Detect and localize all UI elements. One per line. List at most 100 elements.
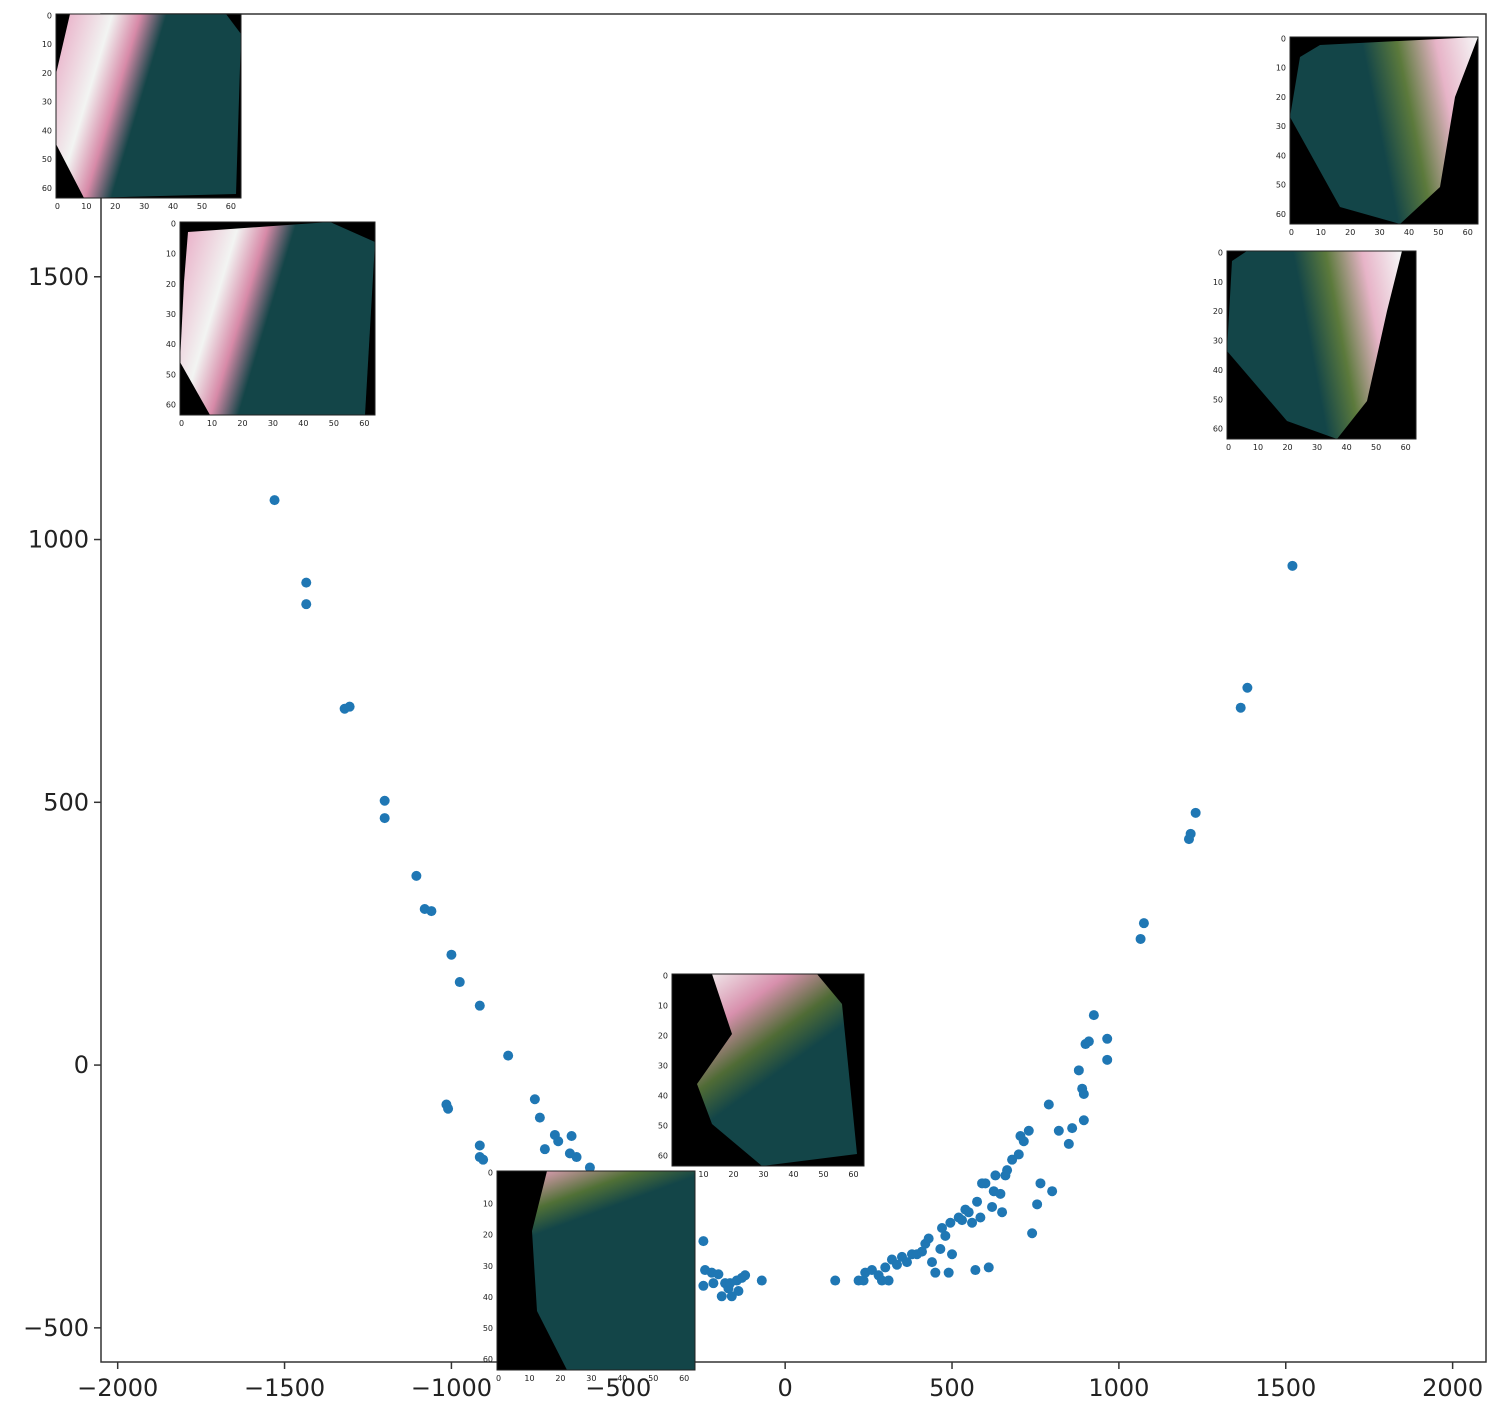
data-point (935, 1244, 946, 1255)
x-tick-label: 2000 (1422, 1374, 1483, 1402)
thumbnail-y-tick: 40 (1213, 366, 1223, 375)
data-point (883, 1275, 894, 1286)
data-point (344, 701, 355, 712)
data-point (901, 1257, 912, 1268)
thumbnail-y-tick: 10 (483, 1200, 493, 1209)
data-point (987, 1201, 998, 1212)
x-axis-ticks: −2000 −1500 −1000 −500 0 500 1000 1500 2000 (77, 1362, 1483, 1402)
data-point (1067, 1123, 1078, 1134)
thumbnail-y-tick: 40 (658, 1092, 668, 1101)
data-point (379, 813, 390, 824)
thumbnail-x-tick: 40 (168, 202, 178, 211)
thumbnail-x-tick: 0 (179, 419, 184, 428)
data-point (474, 1140, 485, 1151)
thumbnail-y-tick: 50 (166, 370, 176, 379)
thumbnail-y-tick: 60 (1276, 210, 1286, 219)
thumbnail-x-tick: 30 (758, 1170, 768, 1179)
thumbnail-x-tick: 10 (698, 1170, 708, 1179)
data-point (997, 1207, 1008, 1218)
x-tick-label: −1500 (244, 1374, 325, 1402)
data-point (1102, 1054, 1113, 1065)
data-point (1190, 807, 1201, 818)
thumbnail-x-tick: 60 (359, 419, 369, 428)
face-thumbnail-3: 0 0 10 10 20 20 30 30 40 40 50 50 60 60 (1276, 34, 1479, 237)
thumbnail-x-tick: 20 (555, 1374, 565, 1383)
data-point (698, 1280, 709, 1291)
data-point (708, 1278, 719, 1289)
thumbnail-y-tick: 20 (1276, 93, 1286, 102)
thumbnail-y-tick: 60 (658, 1152, 668, 1161)
data-point (454, 977, 465, 988)
face-image (1290, 37, 1478, 224)
thumbnail-x-tick: 50 (1371, 443, 1381, 452)
thumbnail-y-tick: 0 (663, 972, 668, 981)
data-point (916, 1246, 927, 1257)
thumbnail-y-tick: 30 (1213, 337, 1223, 346)
thumbnail-x-tick: 40 (298, 419, 308, 428)
y-tick-label: 500 (43, 788, 89, 816)
data-point (1043, 1099, 1054, 1110)
data-point (983, 1262, 994, 1273)
thumbnail-x-tick: 0 (496, 1374, 501, 1383)
data-point (923, 1233, 934, 1244)
face-image (697, 974, 857, 1166)
thumbnail-x-tick: 40 (617, 1374, 627, 1383)
data-point (733, 1286, 744, 1297)
data-point (1088, 1010, 1099, 1021)
data-point (1035, 1178, 1046, 1189)
face-image (532, 1171, 695, 1370)
thumbnail-x-tick: 30 (1375, 228, 1385, 237)
face-thumbnail-1: 0 0 10 10 20 20 30 30 40 40 50 50 60 60 (42, 11, 242, 211)
thumbnail-x-tick: 50 (1433, 228, 1443, 237)
data-point (553, 1136, 564, 1147)
data-point (539, 1144, 550, 1155)
thumbnail-x-tick: 0 (55, 202, 60, 211)
data-point (713, 1269, 724, 1280)
thumbnail-frame (671, 973, 865, 1167)
thumbnail-y-tick: 50 (1213, 395, 1223, 404)
data-point (866, 1265, 877, 1276)
data-point (1242, 682, 1253, 693)
thumbnail-y-tick: 40 (166, 340, 176, 349)
thumbnail-y-tick: 20 (483, 1231, 493, 1240)
data-point (446, 949, 457, 960)
thumbnail-y-tick: 20 (658, 1032, 668, 1041)
thumbnail-x-tick: 60 (848, 1170, 858, 1179)
data-point (1083, 1036, 1094, 1047)
face-image (56, 14, 241, 198)
thumbnail-frame (1226, 250, 1417, 440)
data-point (1138, 918, 1149, 929)
data-point (529, 1094, 540, 1105)
x-tick-label: 500 (929, 1374, 975, 1402)
data-point (1027, 1228, 1038, 1239)
data-point (756, 1275, 767, 1286)
thumbnail-y-tick: 60 (42, 184, 52, 193)
data-point (1013, 1149, 1024, 1160)
data-point (830, 1275, 841, 1286)
data-point (957, 1215, 968, 1226)
data-point (1007, 1154, 1018, 1165)
face-thumbnails: 0010102020303040405050606000101020203030… (42, 11, 1479, 1383)
thumbnail-y-tick: 0 (488, 1169, 493, 1178)
data-point (1235, 702, 1246, 713)
data-point (426, 906, 437, 917)
data-point (967, 1217, 978, 1228)
data-point (1135, 933, 1146, 944)
thumbnail-y-tick: 0 (1218, 248, 1223, 257)
data-point (937, 1222, 948, 1233)
x-tick-label: −500 (585, 1374, 651, 1402)
thumbnail-y-tick: 20 (1213, 307, 1223, 316)
thumbnail-y-tick: 10 (658, 1002, 668, 1011)
thumbnail-x-tick: 20 (1282, 443, 1292, 452)
data-point (1053, 1125, 1064, 1136)
thumbnail-y-tick: 30 (658, 1062, 668, 1071)
data-point (1102, 1033, 1113, 1044)
thumbnail-x-tick: 50 (329, 419, 339, 428)
data-point (943, 1267, 954, 1278)
data-point (503, 1050, 514, 1061)
x-tick-label: 0 (778, 1374, 793, 1402)
data-point (1023, 1125, 1034, 1136)
data-point (1078, 1088, 1089, 1099)
y-tick-label: 0 (74, 1051, 89, 1079)
